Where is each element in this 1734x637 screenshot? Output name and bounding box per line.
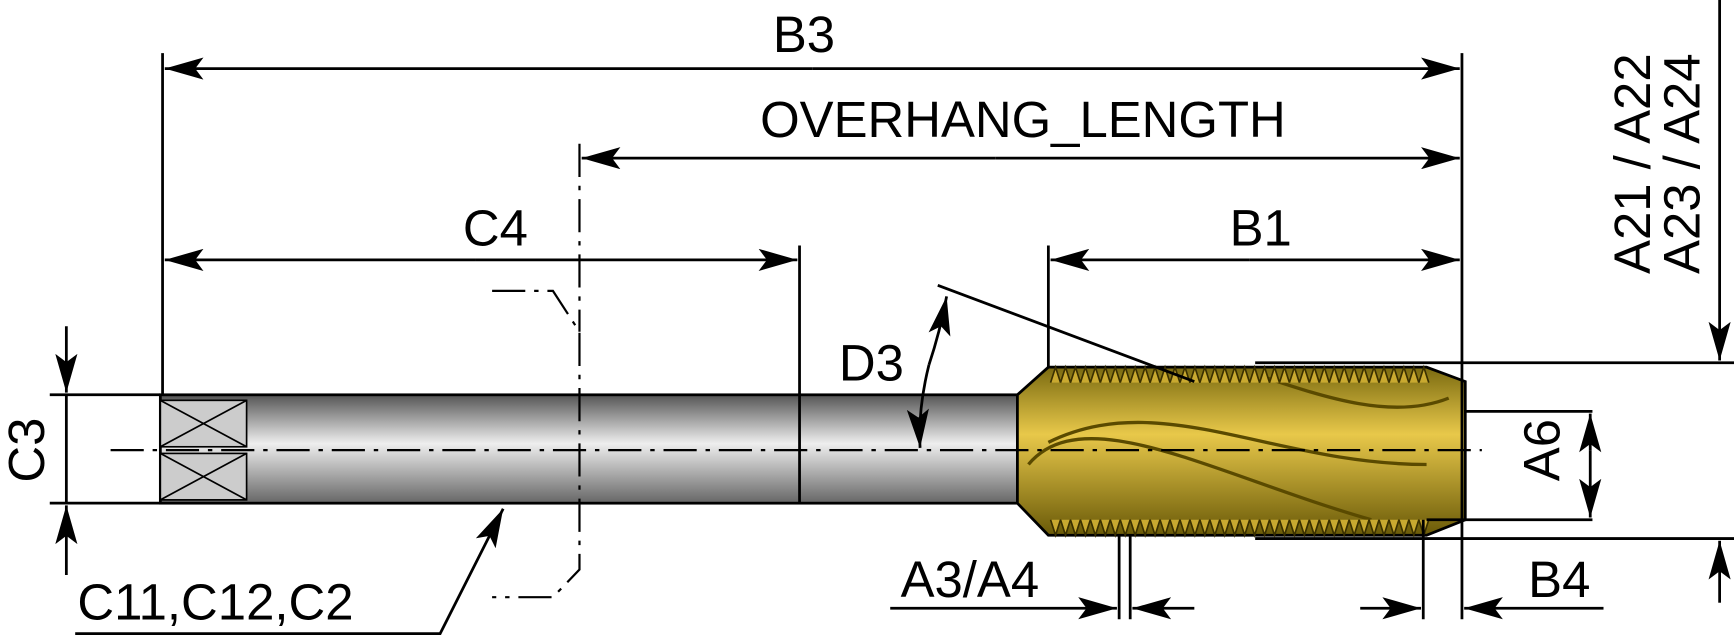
c11-label: C11,C12,C2 bbox=[77, 573, 353, 630]
a21-label: A21 / A22 bbox=[1604, 53, 1661, 274]
dimension-lines bbox=[49, 0, 1734, 636]
b1-label: B1 bbox=[1230, 200, 1292, 257]
a23-label: A23 / A24 bbox=[1654, 53, 1711, 274]
b4-label: B4 bbox=[1528, 551, 1590, 608]
c4-label: C4 bbox=[463, 200, 528, 257]
thread-teeth bbox=[1049, 364, 1430, 538]
overhang-label: OVERHANG_LENGTH bbox=[760, 91, 1286, 148]
c3-label: C3 bbox=[0, 418, 55, 483]
a3-label: A3/A4 bbox=[901, 551, 1040, 608]
tool-geometry bbox=[110, 143, 1482, 599]
b3-label: B3 bbox=[773, 6, 835, 63]
a6-label: A6 bbox=[1513, 419, 1570, 481]
d3-label: D3 bbox=[839, 334, 904, 391]
